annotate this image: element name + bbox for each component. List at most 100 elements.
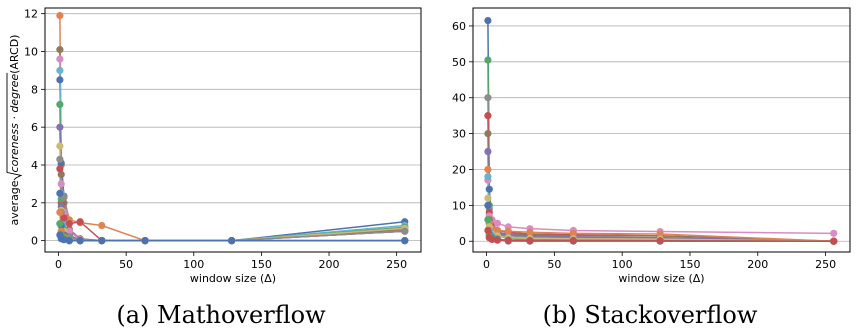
- y-tick-label: 60: [452, 20, 466, 33]
- left-gridlines: [45, 13, 421, 242]
- data-point: [57, 170, 65, 179]
- right-y-ticks: 0 10 20 30 40 50 60: [452, 20, 473, 248]
- data-point: [401, 237, 409, 245]
- data-point: [56, 100, 64, 109]
- data-point: [484, 201, 492, 209]
- data-point: [569, 237, 577, 245]
- data-point: [98, 221, 106, 230]
- data-point: [98, 237, 106, 245]
- data-point: [60, 236, 68, 244]
- data-point: [60, 214, 68, 222]
- data-point: [56, 208, 64, 216]
- data-point: [484, 129, 492, 138]
- data-point: [504, 227, 512, 235]
- data-point: [484, 147, 492, 156]
- y-tick-label: 6: [31, 121, 38, 134]
- data-point: [76, 218, 84, 226]
- data-point: [830, 229, 838, 237]
- data-point: [56, 189, 64, 197]
- data-point: [504, 236, 512, 245]
- y-tick-label: 10: [24, 46, 38, 59]
- data-point: [56, 46, 64, 54]
- y-tick-label: 50: [452, 56, 466, 69]
- data-point: [56, 66, 64, 75]
- data-point: [56, 142, 64, 150]
- y-tick-label: 30: [452, 128, 466, 141]
- left-y-label-radicand: coreness · degree: [8, 74, 21, 173]
- data-point: [484, 112, 492, 120]
- data-point: [76, 237, 84, 245]
- x-tick-label: 50: [547, 258, 561, 271]
- data-point: [488, 235, 496, 244]
- data-point: [65, 237, 73, 245]
- data-point: [656, 230, 664, 238]
- right-plot-frame: [472, 7, 851, 253]
- data-point: [569, 229, 577, 237]
- data-point: [65, 227, 73, 235]
- x-tick-label: 250: [815, 258, 836, 271]
- data-point: [830, 237, 838, 245]
- data-point: [484, 173, 492, 181]
- data-point: [484, 226, 492, 235]
- stackoverflow-chart: 0 50 100 150 200 250 0 10 20 30 40 50 60 window siz…: [452, 7, 851, 285]
- left-x-axis-label: window size (Δ): [190, 272, 276, 285]
- data-point: [484, 194, 492, 202]
- x-tick-label: 250: [386, 258, 407, 271]
- right-series-points: [484, 16, 838, 245]
- data-point: [401, 227, 409, 235]
- data-point: [56, 55, 64, 63]
- y-tick-label: 0: [31, 235, 38, 248]
- y-tick-label: 4: [31, 159, 38, 172]
- data-point: [228, 237, 236, 245]
- data-point: [56, 76, 64, 84]
- caption-mathoverflow: (a) Mathoverflow: [116, 301, 326, 329]
- data-point: [526, 228, 534, 236]
- data-point: [484, 94, 492, 102]
- x-tick-label: 100: [183, 258, 204, 271]
- data-point: [56, 11, 64, 20]
- y-tick-label: 0: [459, 235, 466, 248]
- x-tick-label: 100: [612, 258, 633, 271]
- y-tick-label: 10: [452, 199, 466, 212]
- left-y-label-root-sign: [6, 72, 23, 181]
- y-tick-label: 2: [31, 197, 38, 210]
- data-point: [656, 237, 664, 245]
- data-point: [493, 226, 502, 235]
- y-tick-label: 12: [24, 8, 38, 21]
- left-y-label-prefix: average: [8, 180, 21, 225]
- x-tick-label: 200: [747, 258, 768, 271]
- mathoverflow-chart: 0 50 100 150 200 250 0 2 4 6 8 10 12 window size (Δ…: [6, 7, 422, 285]
- data-point: [485, 185, 493, 193]
- x-tick-label: 150: [251, 258, 272, 271]
- x-tick-label: 150: [679, 258, 700, 271]
- left-y-axis-label: average coreness · degree (ARCD): [6, 35, 23, 225]
- y-tick-label: 40: [452, 92, 466, 105]
- data-point: [56, 165, 64, 173]
- left-series-points: [56, 11, 409, 245]
- data-point: [57, 180, 65, 188]
- data-point: [484, 56, 492, 64]
- data-point: [493, 219, 502, 227]
- data-point: [141, 237, 149, 245]
- data-point: [493, 236, 502, 244]
- data-point: [484, 16, 492, 25]
- data-point: [484, 165, 492, 174]
- y-tick-label: 20: [452, 163, 466, 176]
- caption-stackoverflow: (b) Stackoverflow: [543, 301, 758, 329]
- x-tick-label: 200: [319, 258, 340, 271]
- data-point: [484, 216, 492, 224]
- right-x-ticks: 0 50 100 150 200 250: [483, 252, 836, 271]
- left-plot-frame: [44, 7, 422, 253]
- right-x-axis-label: window size (Δ): [618, 272, 704, 285]
- data-point: [56, 123, 64, 131]
- data-point: [56, 155, 64, 163]
- data-point: [65, 220, 73, 228]
- x-tick-label: 0: [55, 258, 62, 271]
- data-point: [526, 237, 534, 245]
- x-tick-label: 50: [119, 258, 133, 271]
- left-y-ticks: 0 2 4 6 8 10 12: [24, 8, 45, 248]
- data-point: [56, 220, 64, 228]
- y-tick-label: 8: [31, 83, 38, 96]
